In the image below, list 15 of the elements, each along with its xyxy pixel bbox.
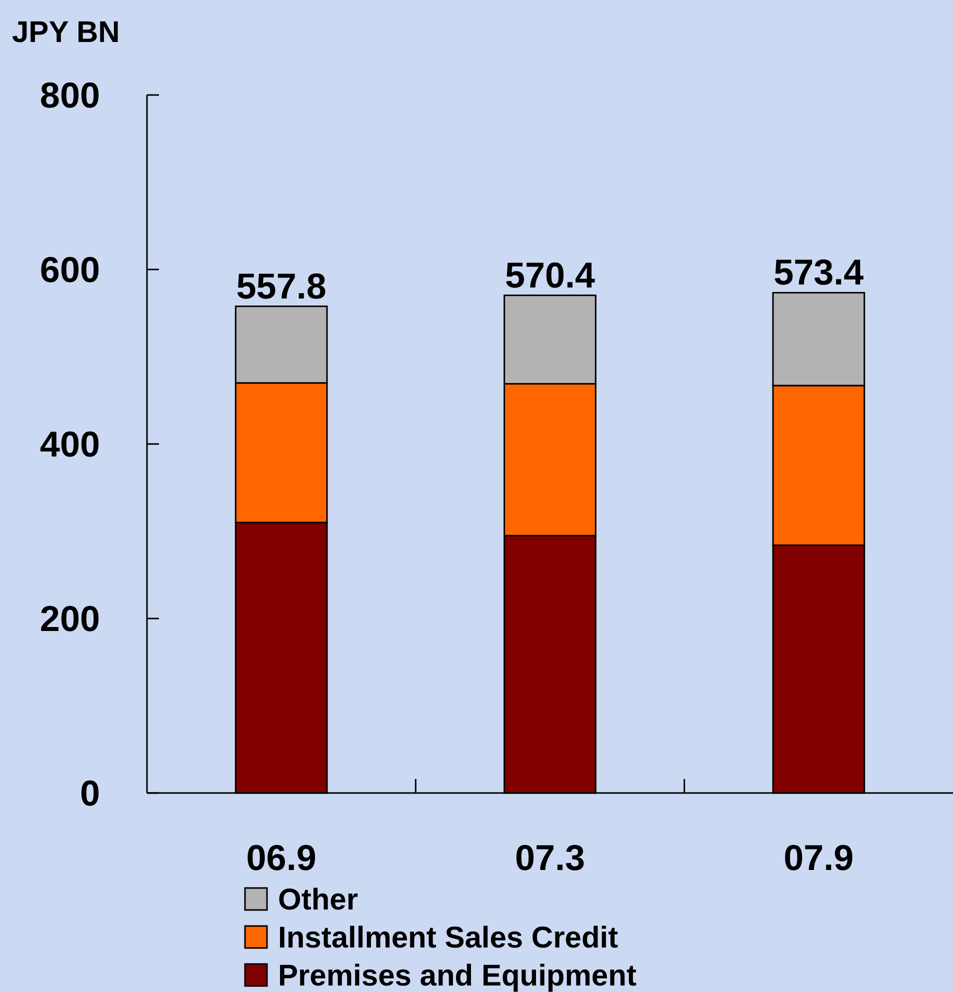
total-label: 573.4 [774,252,864,293]
total-label: 557.8 [236,265,326,306]
y-tick-label: 600 [40,249,100,290]
legend-label: Other [278,884,358,916]
legend-label: Installment Sales Credit [278,922,618,954]
y-axis-title: JPY BN [12,16,120,49]
total-label: 570.4 [504,254,596,296]
y-tick-label: 800 [40,74,100,116]
x-tick-label: 07.9 [784,837,854,878]
y-tick-label: 400 [40,424,100,465]
x-tick-label: 07.3 [514,837,586,878]
y-tick-label: 200 [40,598,100,640]
y-tick-label: 0 [80,772,100,814]
x-tick-label: 06.9 [246,837,316,878]
legend-label: Premises and Equipment [278,960,636,992]
